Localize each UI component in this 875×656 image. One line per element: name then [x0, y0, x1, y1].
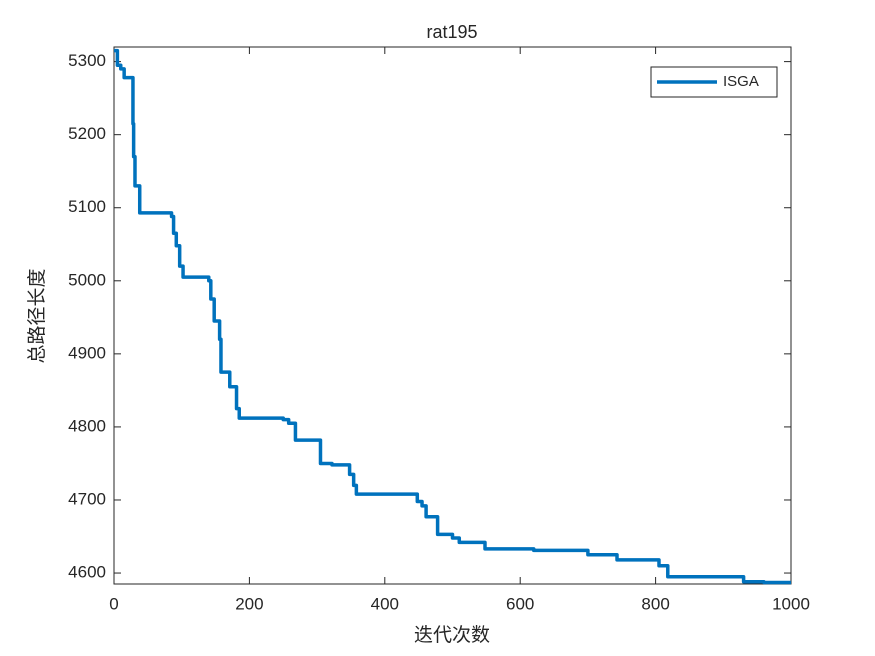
x-tick-label: 0: [109, 594, 118, 613]
x-tick-label: 1000: [772, 594, 810, 613]
y-tick-label: 4600: [68, 563, 106, 582]
y-tick-label: 4900: [68, 343, 106, 362]
y-tick-label: 5100: [68, 197, 106, 216]
x-axis-label: 迭代次数: [414, 624, 490, 646]
x-tick-label: 800: [641, 594, 669, 613]
chart-title: rat195: [426, 22, 477, 42]
x-tick-label: 200: [235, 594, 263, 613]
plot-area: [113, 46, 792, 585]
legend-label: ISGA: [723, 73, 759, 90]
y-tick-label: 4700: [68, 489, 106, 508]
line-series: [114, 48, 791, 585]
y-tick-label: 5300: [68, 51, 106, 70]
y-tick-label: 4800: [68, 416, 106, 435]
x-tick-label: 400: [371, 594, 399, 613]
y-tick-label: 5000: [68, 270, 106, 289]
x-tick-label: 600: [506, 594, 534, 613]
y-axis-label: 总路径长度: [26, 268, 48, 363]
y-tick-label: 5200: [68, 124, 106, 143]
